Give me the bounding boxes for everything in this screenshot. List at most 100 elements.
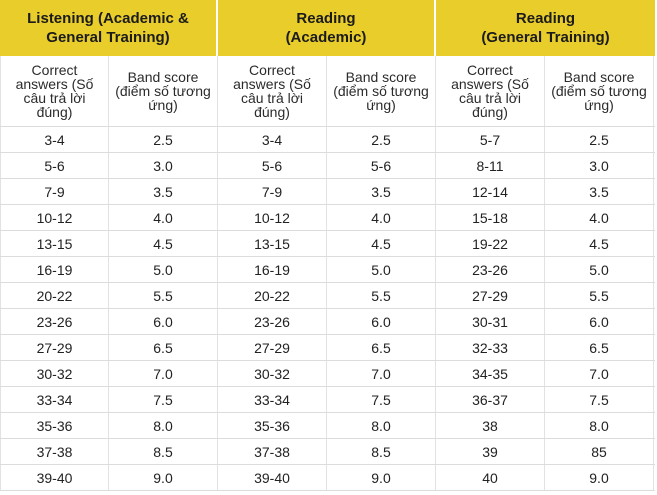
cell-reading-general-band-score: 2.5 (545, 127, 654, 152)
cell-reading-general-correct-answers: 8-11 (436, 153, 545, 178)
cell-reading-general-band-score: 85 (545, 439, 654, 464)
cell-reading-academic-band-score: 8.5 (327, 439, 436, 464)
cell-reading-academic-band-score: 3.5 (327, 179, 436, 204)
cell-listening-band-score: 5.0 (109, 257, 218, 282)
cell-listening-correct-answers: 10-12 (0, 205, 109, 230)
cell-listening-band-score: 2.5 (109, 127, 218, 152)
cell-listening-correct-answers: 3-4 (0, 127, 109, 152)
table-row: 35-36 8.0 35-36 8.0 38 8.0 (0, 413, 655, 439)
table-row: 3-4 2.5 3-4 2.5 5-7 2.5 (0, 127, 655, 153)
cell-reading-general-correct-answers: 40 (436, 465, 545, 490)
cell-reading-academic-band-score: 6.0 (327, 309, 436, 334)
cell-reading-academic-correct-answers: 33-34 (218, 387, 327, 412)
cell-reading-academic-band-score: 7.0 (327, 361, 436, 386)
column-header-reading-academic-band-score: Band score (điểm số tương ứng) (327, 56, 436, 126)
cell-listening-correct-answers: 27-29 (0, 335, 109, 360)
cell-listening-band-score: 8.5 (109, 439, 218, 464)
cell-reading-general-correct-answers: 12-14 (436, 179, 545, 204)
cell-reading-academic-correct-answers: 27-29 (218, 335, 327, 360)
table-row: 27-29 6.5 27-29 6.5 32-33 6.5 (0, 335, 655, 361)
table-row: 37-38 8.5 37-38 8.5 39 85 (0, 439, 655, 465)
cell-listening-band-score: 9.0 (109, 465, 218, 490)
cell-listening-correct-answers: 13-15 (0, 231, 109, 256)
cell-listening-band-score: 6.5 (109, 335, 218, 360)
group-header-reading-academic: Reading (Academic) (218, 0, 436, 56)
table-column-header-row: Correct answers (Số câu trả lời đúng) Ba… (0, 56, 655, 127)
group-header-listening: Listening (Academic & General Training) (0, 0, 218, 56)
cell-reading-academic-band-score: 7.5 (327, 387, 436, 412)
cell-reading-general-band-score: 7.0 (545, 361, 654, 386)
cell-reading-academic-band-score: 4.5 (327, 231, 436, 256)
table-row: 30-32 7.0 30-32 7.0 34-35 7.0 (0, 361, 655, 387)
cell-reading-academic-correct-answers: 39-40 (218, 465, 327, 490)
cell-reading-general-correct-answers: 32-33 (436, 335, 545, 360)
cell-reading-general-band-score: 3.0 (545, 153, 654, 178)
cell-listening-correct-answers: 30-32 (0, 361, 109, 386)
table-row: 10-12 4.0 10-12 4.0 15-18 4.0 (0, 205, 655, 231)
cell-reading-academic-correct-answers: 3-4 (218, 127, 327, 152)
column-header-listening-band-score: Band score (điểm số tương ứng) (109, 56, 218, 126)
column-header-reading-general-band-score: Band score (điểm số tương ứng) (545, 56, 654, 126)
cell-listening-band-score: 3.0 (109, 153, 218, 178)
cell-reading-academic-correct-answers: 16-19 (218, 257, 327, 282)
table-row: 13-15 4.5 13-15 4.5 19-22 4.5 (0, 231, 655, 257)
cell-listening-band-score: 8.0 (109, 413, 218, 438)
column-header-reading-academic-correct-answers: Correct answers (Số câu trả lời đúng) (218, 56, 327, 126)
cell-reading-academic-band-score: 5.0 (327, 257, 436, 282)
cell-listening-correct-answers: 5-6 (0, 153, 109, 178)
cell-listening-band-score: 7.0 (109, 361, 218, 386)
cell-listening-correct-answers: 35-36 (0, 413, 109, 438)
cell-reading-academic-band-score: 8.0 (327, 413, 436, 438)
cell-reading-general-band-score: 6.0 (545, 309, 654, 334)
table-row: 7-9 3.5 7-9 3.5 12-14 3.5 (0, 179, 655, 205)
cell-reading-academic-band-score: 6.5 (327, 335, 436, 360)
cell-reading-general-band-score: 9.0 (545, 465, 654, 490)
cell-reading-academic-correct-answers: 7-9 (218, 179, 327, 204)
cell-reading-general-band-score: 6.5 (545, 335, 654, 360)
table-row: 20-22 5.5 20-22 5.5 27-29 5.5 (0, 283, 655, 309)
cell-reading-general-correct-answers: 23-26 (436, 257, 545, 282)
cell-listening-band-score: 6.0 (109, 309, 218, 334)
cell-reading-general-band-score: 5.0 (545, 257, 654, 282)
cell-reading-academic-band-score: 9.0 (327, 465, 436, 490)
cell-reading-academic-correct-answers: 37-38 (218, 439, 327, 464)
cell-listening-correct-answers: 39-40 (0, 465, 109, 490)
cell-reading-general-correct-answers: 30-31 (436, 309, 545, 334)
cell-reading-general-band-score: 5.5 (545, 283, 654, 308)
cell-reading-academic-band-score: 2.5 (327, 127, 436, 152)
cell-listening-correct-answers: 23-26 (0, 309, 109, 334)
cell-reading-general-band-score: 8.0 (545, 413, 654, 438)
cell-listening-correct-answers: 20-22 (0, 283, 109, 308)
cell-listening-correct-answers: 16-19 (0, 257, 109, 282)
cell-reading-general-correct-answers: 19-22 (436, 231, 545, 256)
column-header-reading-general-correct-answers: Correct answers (Số câu trả lời đúng) (436, 56, 545, 126)
group-header-reading-general: Reading (General Training) (436, 0, 655, 56)
cell-listening-band-score: 7.5 (109, 387, 218, 412)
cell-listening-band-score: 4.5 (109, 231, 218, 256)
cell-reading-academic-correct-answers: 30-32 (218, 361, 327, 386)
cell-reading-academic-band-score: 4.0 (327, 205, 436, 230)
cell-reading-general-band-score: 4.0 (545, 205, 654, 230)
table-row: 33-34 7.5 33-34 7.5 36-37 7.5 (0, 387, 655, 413)
cell-reading-academic-correct-answers: 23-26 (218, 309, 327, 334)
cell-reading-general-band-score: 3.5 (545, 179, 654, 204)
cell-reading-academic-correct-answers: 20-22 (218, 283, 327, 308)
table-row: 23-26 6.0 23-26 6.0 30-31 6.0 (0, 309, 655, 335)
cell-reading-general-correct-answers: 39 (436, 439, 545, 464)
cell-reading-academic-band-score: 5-6 (327, 153, 436, 178)
cell-reading-general-band-score: 4.5 (545, 231, 654, 256)
table-body: 3-4 2.5 3-4 2.5 5-7 2.5 5-6 3.0 5-6 5-6 8-11 3.0 7-9… (0, 127, 655, 491)
column-header-listening-correct-answers: Correct answers (Số câu trả lời đúng) (0, 56, 109, 126)
cell-reading-general-correct-answers: 27-29 (436, 283, 545, 308)
cell-listening-correct-answers: 37-38 (0, 439, 109, 464)
cell-reading-general-correct-answers: 36-37 (436, 387, 545, 412)
cell-listening-correct-answers: 33-34 (0, 387, 109, 412)
cell-listening-band-score: 5.5 (109, 283, 218, 308)
cell-reading-general-correct-answers: 15-18 (436, 205, 545, 230)
cell-reading-general-correct-answers: 38 (436, 413, 545, 438)
cell-reading-academic-correct-answers: 13-15 (218, 231, 327, 256)
cell-reading-academic-correct-answers: 35-36 (218, 413, 327, 438)
cell-reading-academic-correct-answers: 10-12 (218, 205, 327, 230)
cell-reading-general-correct-answers: 5-7 (436, 127, 545, 152)
